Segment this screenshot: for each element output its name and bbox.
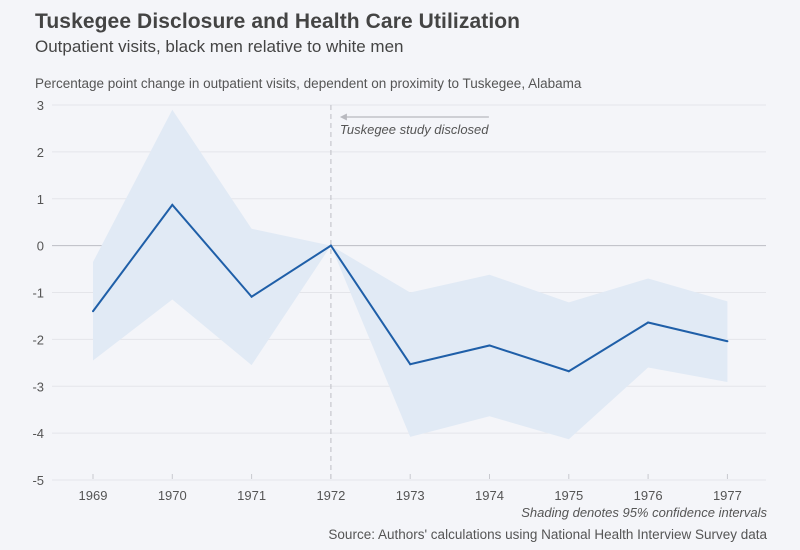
x-tick-label: 1974 xyxy=(475,488,504,503)
y-tick-labels: 3 2 1 0 -1 -2 -3 -4 -5 xyxy=(32,98,44,488)
source-note: Source: Authors' calculations using Nati… xyxy=(328,527,767,542)
x-tick-label: 1977 xyxy=(713,488,742,503)
data-point xyxy=(409,363,412,366)
x-tick-label: 1976 xyxy=(634,488,663,503)
annotation-text: Tuskegee study disclosed xyxy=(340,122,489,137)
annotation-arrow-head xyxy=(339,113,347,121)
y-tick-label: -3 xyxy=(32,379,44,394)
confidence-band-group xyxy=(93,109,728,440)
chart-title: Tuskegee Disclosure and Health Care Util… xyxy=(35,10,521,33)
annotation-group: Tuskegee study disclosed xyxy=(339,113,489,137)
y-axis-label: Percentage point change in outpatient vi… xyxy=(35,76,582,91)
data-point xyxy=(92,310,94,313)
data-point xyxy=(488,344,491,347)
data-point xyxy=(647,321,650,324)
data-point xyxy=(726,340,729,343)
shading-note: Shading denotes 95% confidence intervals xyxy=(521,505,767,520)
x-tick-label: 1973 xyxy=(396,488,425,503)
x-tick-labels: 1969 1970 1971 1972 1973 1974 1975 1976 1977 xyxy=(79,474,742,503)
chart-subtitle: Outpatient visits, black men relative to… xyxy=(35,37,404,56)
x-tick-label: 1972 xyxy=(316,488,345,503)
x-tick-label: 1971 xyxy=(237,488,266,503)
y-tick-label: 0 xyxy=(37,239,44,254)
confidence-band xyxy=(93,109,728,440)
data-point xyxy=(171,203,174,206)
series-line-group xyxy=(92,203,729,373)
y-tick-label: -2 xyxy=(32,332,44,347)
data-point xyxy=(329,244,332,247)
x-tick-label: 1969 xyxy=(79,488,108,503)
y-tick-label: -1 xyxy=(32,286,44,301)
x-tick-label: 1975 xyxy=(554,488,583,503)
x-tick-label: 1970 xyxy=(158,488,187,503)
data-point xyxy=(567,370,570,373)
y-tick-label: 3 xyxy=(37,98,44,113)
y-tick-label: 1 xyxy=(37,192,44,207)
y-tick-label: 2 xyxy=(37,145,44,160)
data-point xyxy=(250,295,253,298)
y-tick-label: -4 xyxy=(32,426,44,441)
y-tick-label: -5 xyxy=(32,473,44,488)
